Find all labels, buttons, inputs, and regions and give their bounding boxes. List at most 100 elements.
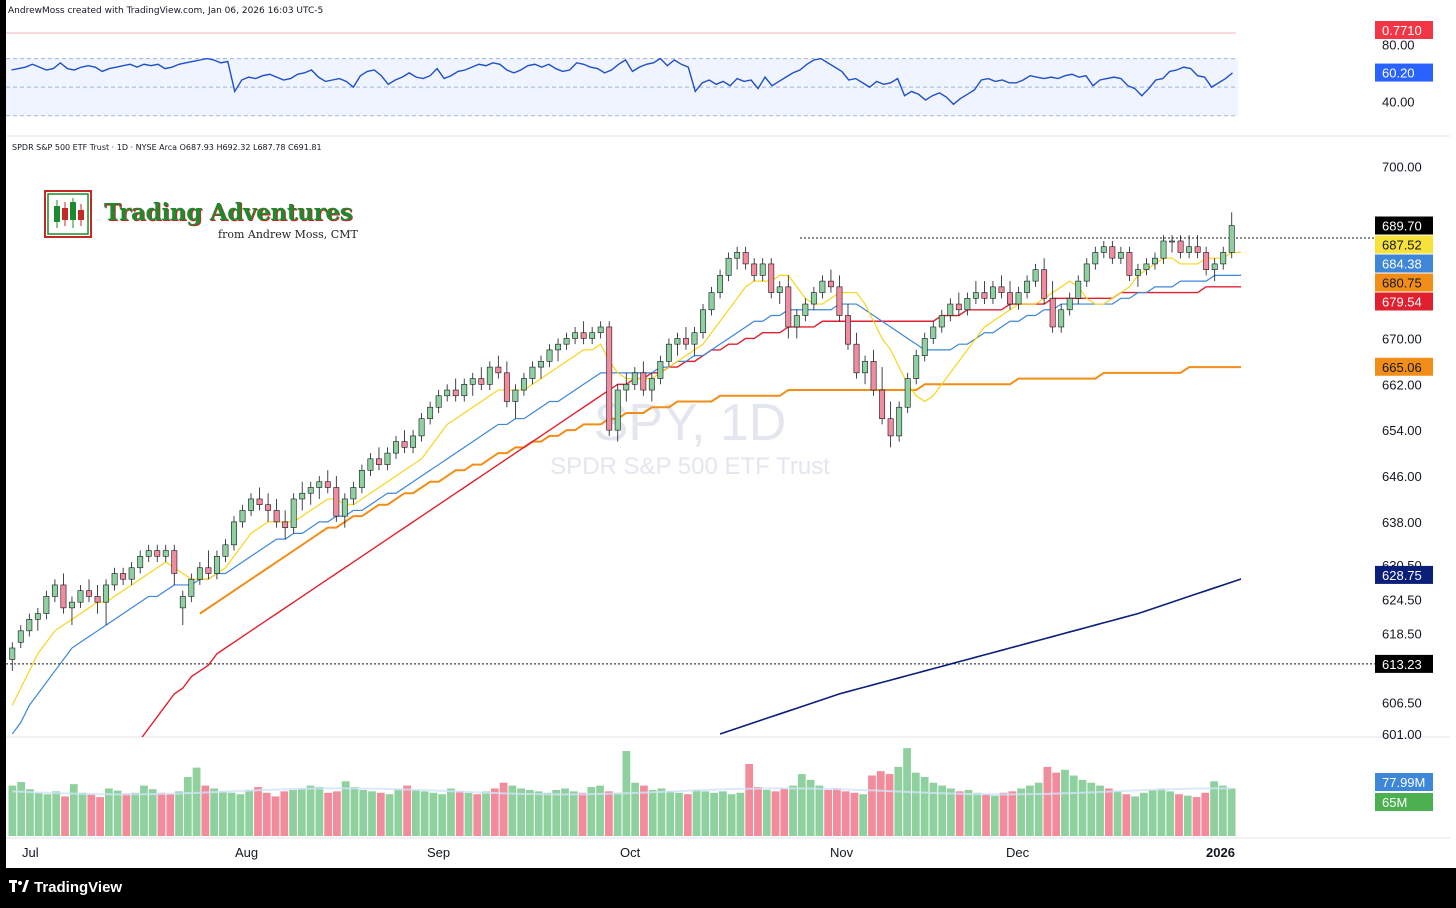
volume-bar — [526, 789, 534, 836]
candle — [1134, 269, 1141, 276]
price-tick-label: 618.50 — [1382, 627, 1422, 642]
candle — [819, 280, 826, 293]
candle — [947, 303, 954, 316]
volume-bar — [78, 792, 87, 836]
price-badge: 665.06 — [1382, 360, 1422, 375]
volume-badge-value-bg — [1375, 793, 1433, 811]
volume-bar — [166, 794, 175, 836]
candle — [205, 567, 212, 574]
ema21-line — [11, 274, 1241, 735]
candle — [751, 263, 758, 276]
candle — [793, 315, 800, 328]
volume-bar — [833, 788, 841, 836]
price-badge-bg — [1375, 216, 1433, 235]
candle — [1220, 252, 1227, 265]
candle — [887, 418, 894, 437]
volume-bar — [859, 794, 868, 836]
candle — [768, 263, 775, 293]
candle — [77, 590, 84, 603]
candle — [17, 630, 24, 643]
volume-bar — [1148, 789, 1157, 836]
volume-bar — [1069, 775, 1078, 836]
watermark-symbol: SPY, 1D — [594, 394, 787, 452]
volume-bar — [1104, 788, 1113, 836]
volume-bar — [148, 789, 157, 836]
tradingview-brand[interactable]: TradingView — [34, 879, 123, 896]
volume-bar — [289, 789, 297, 836]
volume-bar — [1034, 782, 1043, 836]
candle — [376, 458, 382, 465]
volume-bar — [34, 792, 43, 836]
volume-bar — [43, 794, 52, 836]
volume-bar — [210, 788, 219, 836]
candle — [1109, 246, 1116, 259]
volume-bar — [411, 789, 420, 836]
volume-bar — [1218, 785, 1227, 836]
sma100-line — [199, 366, 1241, 615]
volume-bar — [473, 794, 482, 836]
candle — [742, 252, 749, 265]
logo-title: Trading Adventures — [104, 199, 353, 226]
volume-bar — [631, 782, 640, 836]
candle — [1041, 269, 1048, 299]
price-badge: 613.23 — [1382, 657, 1422, 672]
candle — [606, 326, 613, 431]
volume-bar — [1008, 791, 1017, 836]
volume-bar — [911, 772, 920, 836]
candle — [444, 389, 451, 397]
volume-bar — [131, 792, 140, 836]
trading-adventures-logo — [44, 190, 92, 238]
volume-bar — [350, 787, 359, 836]
volume-bar — [219, 791, 227, 836]
volume-ma-line — [12, 787, 1232, 796]
candle — [597, 326, 604, 334]
candle — [896, 406, 903, 437]
candle — [222, 544, 229, 557]
candle — [435, 395, 442, 408]
volume-bar — [841, 791, 850, 836]
candle — [154, 550, 161, 557]
rsi-tick-label: 80.00 — [1382, 37, 1415, 52]
price-tick-label: 662.00 — [1382, 377, 1422, 392]
volume-bar — [850, 792, 859, 836]
volume-bar — [587, 787, 596, 836]
rsi-badge-value-bg — [1375, 63, 1433, 82]
candle — [256, 498, 263, 505]
price-badge: 689.70 — [1382, 219, 1422, 234]
volume-bar — [947, 788, 955, 836]
price-tick-label: 624.50 — [1382, 592, 1422, 607]
price-badge-bg — [1375, 654, 1433, 673]
volume-bar — [140, 785, 148, 836]
candle — [546, 349, 553, 362]
price-tick-label: 670.00 — [1382, 331, 1422, 346]
volume-bar — [604, 791, 613, 836]
volume-bar — [420, 791, 429, 836]
candle — [1228, 225, 1235, 253]
volume-bar — [569, 791, 578, 836]
price-badge-bg — [1375, 292, 1433, 311]
candle — [964, 298, 971, 311]
volume-bar — [236, 794, 245, 836]
volume-bar — [157, 792, 166, 836]
candle — [273, 510, 280, 523]
sma50-line — [141, 286, 1241, 737]
volume-bar — [429, 792, 438, 836]
volume-bar — [815, 785, 824, 836]
volume-bar — [675, 792, 683, 836]
volume-bar — [183, 776, 192, 836]
candle — [862, 361, 868, 374]
candle — [555, 343, 561, 351]
volume-bar — [1087, 782, 1096, 836]
volume-bar — [1183, 795, 1192, 836]
tradingview-logo-icon — [9, 880, 29, 892]
candle — [572, 332, 579, 339]
candle — [614, 389, 621, 431]
candle — [1066, 298, 1073, 311]
candle — [700, 309, 706, 334]
candle — [759, 263, 766, 276]
rsi-badge-ma: 0.7710 — [1382, 23, 1422, 38]
volume-bar — [227, 792, 236, 836]
volume-bar — [657, 788, 666, 836]
volume-bar — [1061, 769, 1069, 836]
